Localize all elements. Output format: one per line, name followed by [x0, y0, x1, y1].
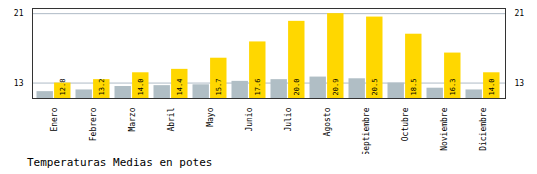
svg-text:Diciembre: Diciembre	[479, 107, 488, 151]
svg-text:Marzo: Marzo	[128, 107, 137, 131]
svg-text:Octubre: Octubre	[401, 107, 410, 141]
svg-text:Septiembre: Septiembre	[362, 107, 371, 154]
svg-text:20.9: 20.9	[332, 79, 340, 96]
svg-text:20.0: 20.0	[293, 79, 301, 96]
html-text:Temperaturas Medias en potes: Temperaturas Medias en potes	[27, 156, 213, 169]
svg-text:Mayo: Mayo	[206, 107, 215, 126]
svg-text:20.5: 20.5	[371, 79, 379, 96]
svg-text:Febrero: Febrero	[89, 107, 98, 141]
svg-text:Junio: Junio	[245, 107, 254, 131]
svg-text:16.3: 16.3	[449, 79, 457, 96]
svg-text:Agosto: Agosto	[323, 107, 332, 136]
svg-text:Abril: Abril	[167, 107, 176, 131]
svg-text:14.0: 14.0	[488, 79, 496, 96]
svg-text:Enero: Enero	[50, 107, 59, 131]
svg-text:18.5: 18.5	[410, 79, 418, 96]
svg-text:Julio: Julio	[284, 107, 293, 131]
svg-text:15.7: 15.7	[215, 79, 223, 96]
svg-text:Noviembre: Noviembre	[440, 107, 449, 151]
svg-text:13.2: 13.2	[98, 79, 106, 96]
svg-text:21: 21	[14, 9, 24, 18]
svg-text:14.4: 14.4	[176, 79, 184, 96]
svg-text:21: 21	[515, 9, 525, 18]
svg-text:14.0: 14.0	[137, 79, 145, 96]
svg-text:12.8: 12.8	[59, 79, 67, 96]
svg-text:13: 13	[515, 79, 525, 88]
svg-text:13: 13	[14, 79, 24, 88]
svg-text:17.6: 17.6	[254, 79, 262, 96]
